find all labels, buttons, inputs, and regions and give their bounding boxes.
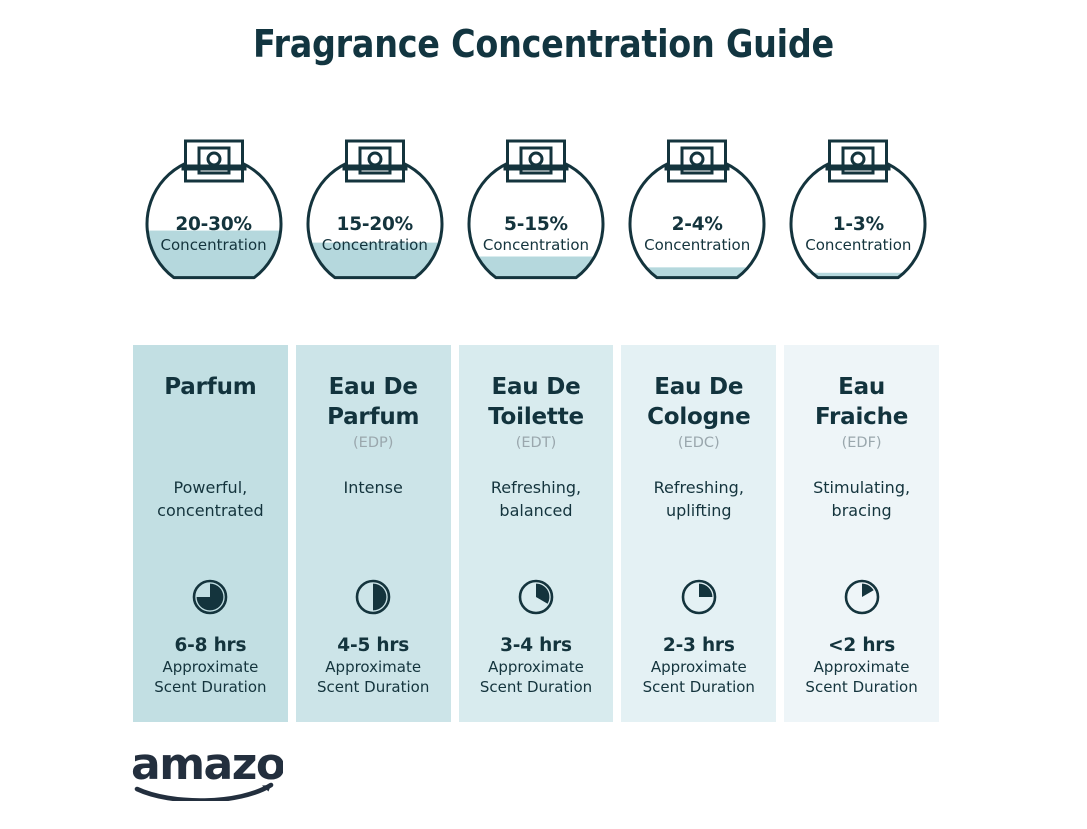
clock-icon-wrap bbox=[784, 577, 939, 617]
card-abbreviation: (EDT) bbox=[515, 434, 557, 451]
page-title: Fragrance Concentration Guide bbox=[253, 22, 834, 66]
bottle-2: 15-20% Concentration bbox=[294, 136, 455, 336]
card-title: Eau De Toilette bbox=[488, 374, 584, 431]
duration-value: 4-5 hrs bbox=[337, 635, 410, 656]
duration-caption: Approximate Scent Duration bbox=[479, 658, 593, 696]
bottle-5: 1-3% Concentration bbox=[778, 136, 939, 336]
clock-icon bbox=[518, 579, 554, 615]
card-title: Eau Fraiche bbox=[814, 374, 909, 431]
clock-icon bbox=[844, 579, 879, 615]
bottle-3: 5-15% Concentration bbox=[455, 136, 616, 336]
card-title: Parfum bbox=[164, 374, 257, 400]
amazon-smile-arrow bbox=[134, 782, 274, 803]
duration-value: 2-3 hrs bbox=[662, 635, 735, 656]
fragrance-card-2[interactable]: Eau De Parfum (EDP) Intense 4-5 hrs Approxim… bbox=[295, 345, 451, 722]
clock-icon-wrap bbox=[133, 577, 288, 617]
card-abbreviation: (EDC) bbox=[677, 434, 720, 451]
card-abbreviation: (EDF) bbox=[841, 434, 882, 451]
card-abbreviation: (EDP) bbox=[353, 434, 394, 451]
amazon-logo: amazon bbox=[131, 739, 316, 806]
card-description: Refreshing, balanced bbox=[490, 478, 582, 521]
amazon-arrowhead bbox=[262, 785, 271, 792]
duration-caption: Approximate Scent Duration bbox=[154, 658, 267, 696]
clock-icon-wrap bbox=[459, 577, 614, 617]
duration-caption: Approximate Scent Duration bbox=[805, 658, 918, 696]
clock-icon bbox=[355, 579, 391, 615]
card-description: Stimulating, bracing bbox=[813, 478, 911, 521]
clock-icon bbox=[681, 579, 717, 615]
card-description: Refreshing, uplifting bbox=[653, 478, 744, 521]
card-title: Eau De Cologne bbox=[647, 374, 751, 431]
duration-value: 6-8 hrs bbox=[174, 635, 247, 656]
duration-value: <2 hrs bbox=[828, 635, 896, 656]
bottle-1: 20-30% Concentration bbox=[133, 136, 294, 336]
duration-block: <2 hrs Approximate Scent Duration bbox=[784, 635, 939, 697]
cards-row: Parfum Powerful, concentrated 6-8 hrs Appro… bbox=[133, 345, 939, 722]
clock-icon-wrap bbox=[621, 577, 776, 617]
bottle-4: 2-4% Concentration bbox=[617, 136, 778, 336]
duration-block: 4-5 hrs Approximate Scent Duration bbox=[296, 635, 451, 697]
card-description: Powerful, concentrated bbox=[157, 478, 264, 521]
duration-caption: Approximate Scent Duration bbox=[317, 658, 430, 696]
duration-caption: Approximate Scent Duration bbox=[642, 658, 755, 696]
card-title: Eau De Parfum bbox=[327, 374, 420, 431]
fragrance-card-5[interactable]: Eau Fraiche (EDF) Stimulating, bracing <2 h… bbox=[784, 345, 939, 722]
duration-value: 3-4 hrs bbox=[500, 635, 572, 656]
clock-icon-wrap bbox=[296, 577, 451, 617]
fragrance-card-1[interactable]: Parfum Powerful, concentrated 6-8 hrs Appro… bbox=[133, 345, 288, 722]
duration-block: 2-3 hrs Approximate Scent Duration bbox=[621, 635, 776, 697]
fragrance-card-4[interactable]: Eau De Cologne (EDC) Refreshing, uplifting… bbox=[621, 345, 777, 722]
clock-icon bbox=[193, 579, 228, 615]
card-description: Intense bbox=[343, 478, 403, 497]
duration-block: 3-4 hrs Approximate Scent Duration bbox=[459, 635, 614, 697]
duration-block: 6-8 hrs Approximate Scent Duration bbox=[133, 635, 288, 697]
fragrance-card-3[interactable]: Eau De Toilette (EDT) Refreshing, balanced… bbox=[458, 345, 614, 722]
amazon-wordmark: amazon bbox=[131, 745, 283, 790]
bottles-row: 20-30% Concentration 15-20% Concentration 5-… bbox=[133, 136, 939, 336]
